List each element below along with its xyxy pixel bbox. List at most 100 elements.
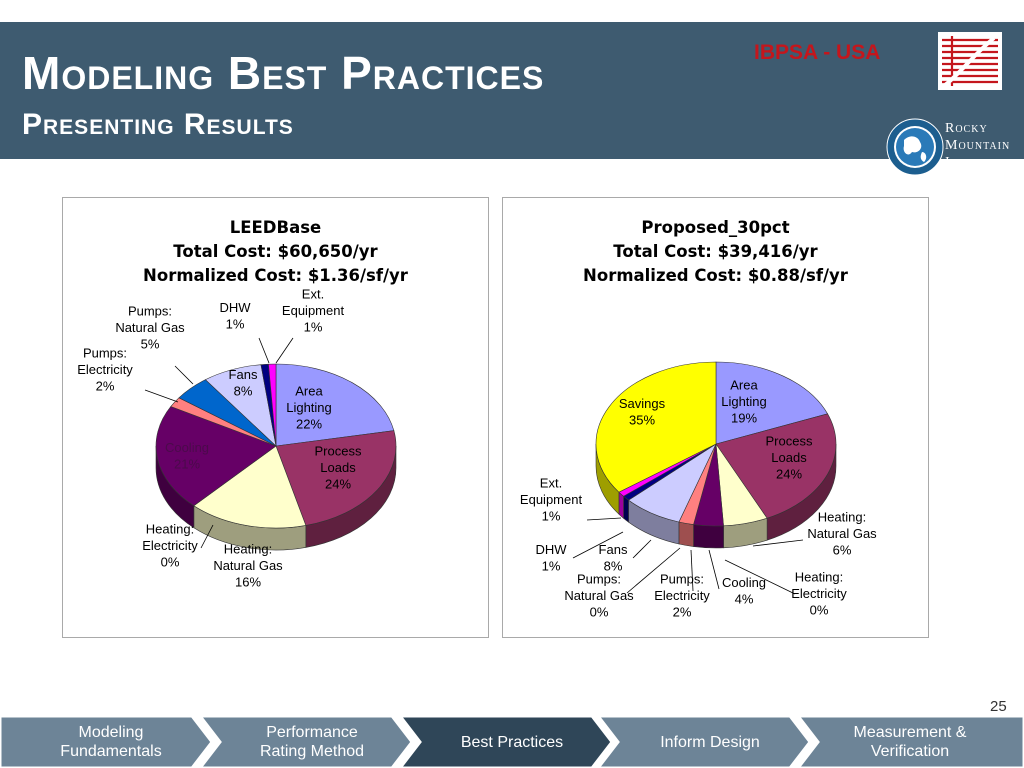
pie-label-line: 21% <box>174 456 200 471</box>
pie-label-line: 16% <box>235 575 261 590</box>
rmi-globe-icon <box>886 118 944 176</box>
pie-leader-line <box>632 539 652 559</box>
pie-label-line: Heating: <box>224 542 272 557</box>
pie-label-line: 1% <box>542 509 561 524</box>
nav-chevron <box>398 716 614 768</box>
pie-label-line: 1% <box>542 558 561 573</box>
pie-label-line: 24% <box>325 477 351 492</box>
chart-title-line: Normalized Cost: $1.36/sf/yr <box>143 266 408 285</box>
pie-label-line: DHW <box>535 542 567 557</box>
pie-slice <box>715 413 837 519</box>
pie-slice-label: Heating: Electricity 0% <box>142 522 198 570</box>
pie-slice-label: Pumps: Electricity 2% <box>654 572 710 620</box>
nav-item-modeling-fundamentals[interactable]: Modeling Fundamentals <box>60 724 162 760</box>
chart-title-line: LEEDBase <box>229 218 322 237</box>
pie-labels: Area Lighting 19%Process Loads 24%Heating: Na… <box>520 378 877 620</box>
pie-leader-line <box>275 337 294 364</box>
pie-label-line: Area <box>295 384 323 399</box>
pie-slice-label: Cooling 21% <box>165 440 209 472</box>
pie-label-line: 1% <box>226 316 245 331</box>
pie-label-line: 0% <box>810 603 829 618</box>
pie-label-line: Fans <box>229 367 258 382</box>
slide-subtitle: Presenting Results <box>22 108 294 141</box>
pie-label-line: Electricity <box>791 586 847 601</box>
nav-item-inform-design[interactable]: Inform Design <box>660 733 760 751</box>
pie-slice <box>275 430 397 526</box>
pie-slice <box>155 406 277 507</box>
pie-slice-side <box>618 491 624 519</box>
pie-label-line: Cooling <box>165 440 209 455</box>
pie-slice-label: Ext. Equipment 1% <box>282 287 345 335</box>
pie-label-line: Natural Gas <box>213 558 283 573</box>
pie-slice-label: DHW 1% <box>219 300 251 332</box>
pie-label-line: Process <box>766 434 813 449</box>
pie-label-line: Electricity <box>142 538 198 553</box>
pie-slice-label: Process Loads 24% <box>315 444 362 492</box>
nav-chevron <box>796 716 1024 768</box>
pie-label-line: Ext. <box>540 476 562 491</box>
pie-leader-line <box>258 337 270 364</box>
chart-title-line: Normalized Cost: $0.88/sf/yr <box>583 266 848 285</box>
chart-title-line: Total Cost: $60,650/yr <box>173 242 378 261</box>
pie-label-line: 2% <box>96 379 115 394</box>
pie-label-line: 24% <box>776 467 802 482</box>
pie-label-line: 8% <box>604 558 623 573</box>
pie-label-line: 2% <box>673 605 692 620</box>
slide-title: Modeling Best Practices <box>22 47 545 99</box>
pie-slice-label: Heating: Natural Gas 16% <box>213 542 283 590</box>
nav-item-best-practices[interactable]: Best Practices <box>460 733 564 751</box>
nav-chevron <box>596 716 812 768</box>
pie-slice <box>715 361 829 445</box>
nav-item-performance-rating[interactable]: Performance Rating Method <box>259 724 365 760</box>
pie-slice-label: Savings 35% <box>619 396 666 428</box>
pie-slice-label: Cooling 4% <box>722 575 766 607</box>
pie-slice <box>595 361 717 493</box>
pie-slice-label: Pumps: Natural Gas 5% <box>115 304 185 352</box>
ibpsa-logo-text: IBPSA - USA <box>754 41 881 64</box>
nav-chevrons <box>0 716 1024 768</box>
pie-label-line: 5% <box>141 337 160 352</box>
leedbase-chart-panel: LEEDBase Total Cost: $60,650/yr Normaliz… <box>62 197 489 638</box>
pie-slice <box>193 445 307 529</box>
pie-top <box>155 363 397 529</box>
pie-label-line: 22% <box>296 417 322 432</box>
pie-label-line: Equipment <box>520 492 583 507</box>
pie-slice-label: Ext. Equipment 1% <box>520 476 583 524</box>
pie-slice-label: Area Lighting 22% <box>286 384 332 432</box>
ibpsa-logo-icon <box>938 32 1002 90</box>
pie-label-line: Equipment <box>282 303 345 318</box>
page-number: 25 <box>990 698 1007 715</box>
proposed-pie-chart: Area Lighting 19%Process Loads 24%Heating: Na… <box>520 361 877 620</box>
pie-leader-line <box>586 517 622 521</box>
pie-leader-line <box>724 559 796 595</box>
pie-label-line: Heating: <box>146 522 194 537</box>
pie-label-line: DHW <box>219 300 251 315</box>
pie-slice-label: Heating: Natural Gas 6% <box>807 510 877 558</box>
pie-label-line: 19% <box>731 411 757 426</box>
pie-label-line: Electricity <box>77 362 133 377</box>
section-nav: Modeling Fundamentals Performance Rating M… <box>0 716 1024 768</box>
pie-label-line: Cooling <box>722 575 766 590</box>
pie-slice-side <box>678 521 694 547</box>
pie-slice-side <box>623 495 629 523</box>
nav-item-measurement-verification[interactable]: Measurement & Verification <box>853 724 967 760</box>
pie-label-line: Lighting <box>721 394 767 409</box>
pie-slice-side <box>693 524 724 549</box>
pie-leader-line <box>174 365 194 385</box>
pie-label-line: Loads <box>771 450 807 465</box>
pie-slice <box>275 363 395 447</box>
pie-slice-label: Process Loads 24% <box>766 434 813 482</box>
pie-leader-line <box>690 549 694 592</box>
leedbase-pie-chart: Area Lighting 22%Process Loads 24%Heating: Na… <box>77 287 397 590</box>
pie-label-line: 6% <box>833 543 852 558</box>
pie-labels: Area Lighting 22%Process Loads 24%Heating: Na… <box>77 287 362 590</box>
pie-label-line: Natural Gas <box>115 320 185 335</box>
pie-leader-line <box>144 389 179 403</box>
nav-chevron <box>0 716 214 768</box>
pie-label-line: Pumps: <box>660 572 704 587</box>
pie-slice-label: Pumps: Natural Gas 0% <box>564 572 634 620</box>
pie-slice-label: DHW 1% <box>535 542 567 574</box>
pie-label-line: Pumps: <box>577 572 621 587</box>
pie-label-line: Pumps: <box>128 304 172 319</box>
pie-label-line: Savings <box>619 396 666 411</box>
